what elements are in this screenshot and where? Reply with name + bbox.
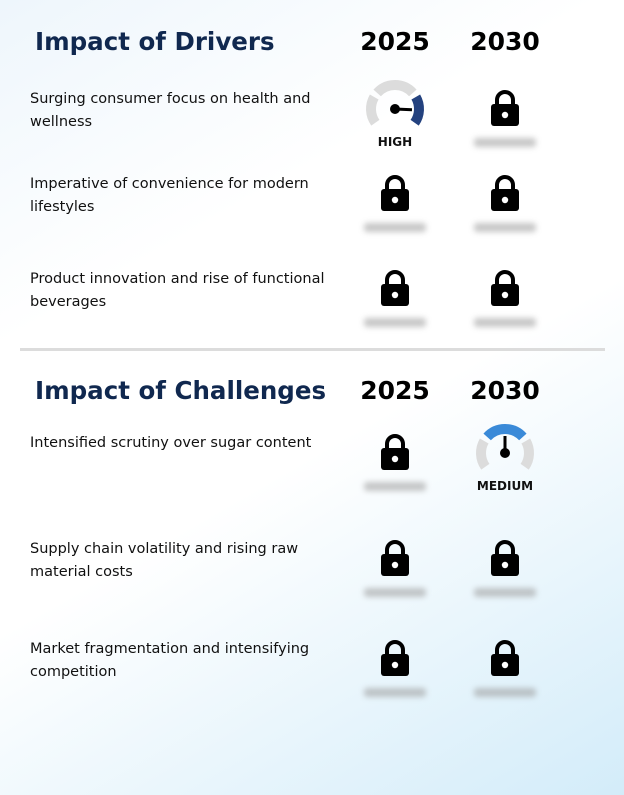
lock-icon [491,90,519,126]
gauge-segment [410,94,424,126]
section-title: Impact of Challenges [35,376,327,405]
gauge-segment [483,424,527,441]
lock-icon [381,540,409,576]
gauge [476,424,534,470]
lock-icon [491,175,519,211]
lock-icon [491,540,519,576]
row-label: Imperative of convenience for modern lif… [30,176,309,215]
row-label: Market fragmentation and intensifying co… [30,641,310,680]
blurred-value [474,318,536,327]
lock-icon [381,434,409,470]
blurred-value [474,588,536,597]
blurred-value [474,688,536,697]
lock-icon [491,640,519,676]
row-label: Surging consumer focus on health and wel… [30,91,311,130]
lock-icon [381,175,409,211]
gauge-segment [366,94,380,126]
lock-icon [491,270,519,306]
year-header: 2030 [470,376,540,405]
blurred-value [364,588,426,597]
row-label: Intensified scrutiny over sugar content [30,435,312,451]
gauge-segment [520,438,534,470]
gauge-segment [476,438,490,470]
blurred-value [364,688,426,697]
divider [20,348,605,351]
gauge-hub [500,448,510,458]
row-label: Product innovation and rise of functiona… [30,271,325,310]
row-label: Supply chain volatility and rising raw m… [30,541,299,580]
year-header: 2025 [360,27,430,56]
blurred-value [474,138,536,147]
gauge-segment [373,80,417,97]
section-title: Impact of Drivers [35,27,275,56]
year-header: 2025 [360,376,430,405]
lock-icon [381,640,409,676]
gauge-hub [390,104,400,114]
impact-level: HIGH [377,135,413,149]
year-header: 2030 [470,27,540,56]
blurred-value [474,223,536,232]
blurred-value [364,482,426,491]
lock-icon [381,270,409,306]
blurred-value [364,318,426,327]
blurred-value [364,223,426,232]
gauge [366,80,424,126]
impact-level: MEDIUM [476,479,534,493]
